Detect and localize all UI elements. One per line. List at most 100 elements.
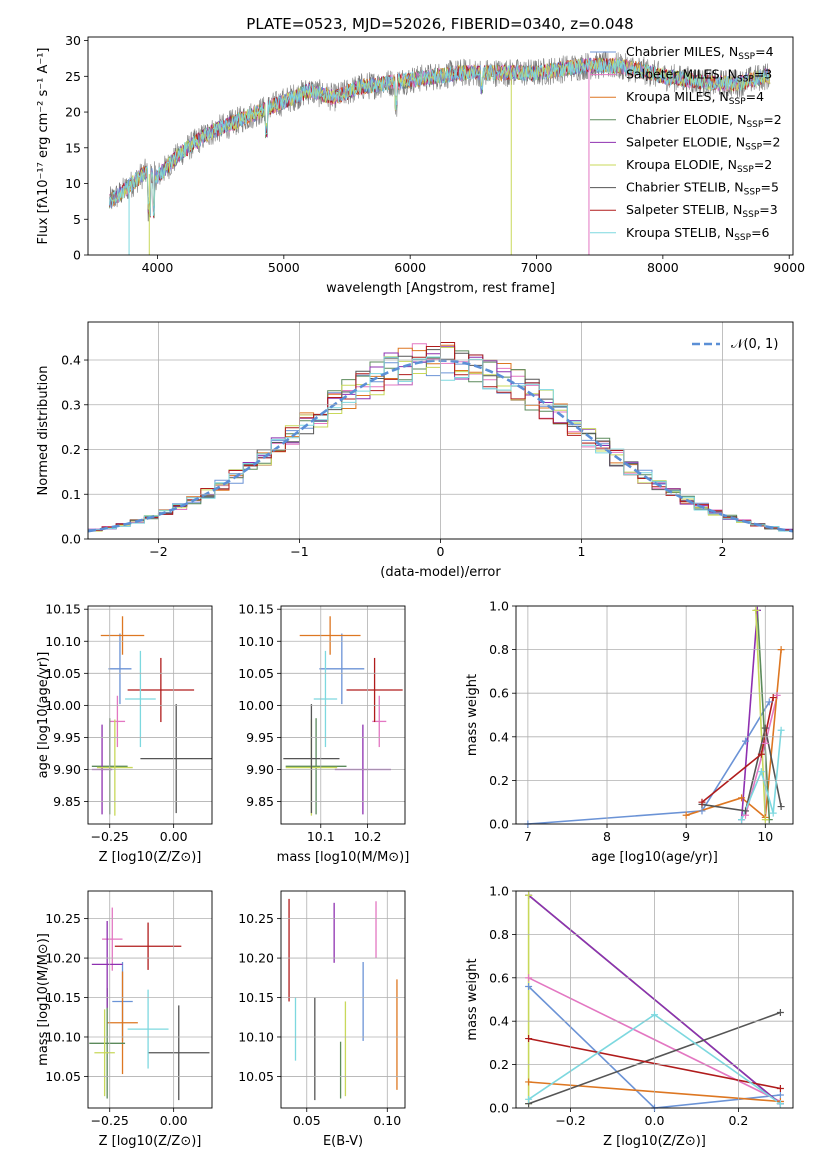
- legend-sub: SSP: [745, 142, 762, 152]
- x-tick-label: 6000: [394, 260, 426, 275]
- y-tick-label: 0.1: [61, 487, 81, 502]
- y-tick-label: 0.8: [489, 642, 509, 657]
- legend-suffix: =4: [746, 89, 764, 104]
- legend-text: Salpeter STELIB, N: [626, 202, 742, 217]
- weight-marker-8: [776, 1100, 784, 1108]
- y-tick-label: 10: [65, 176, 81, 191]
- y-tick-label: 9.90: [53, 762, 81, 777]
- legend-label-7: Salpeter STELIB, NSSP=3: [626, 202, 778, 220]
- legend-label-2: Kroupa MILES, NSSP=4: [626, 89, 764, 107]
- y-tick-label: 0.0: [489, 817, 509, 832]
- y-tick-label: 0.0: [61, 532, 81, 547]
- y-axis-label: age [log10(age/yr)]: [36, 652, 51, 779]
- weight-line-8: [740, 730, 782, 820]
- y-tick-label: 10.15: [238, 602, 274, 617]
- x-tick-label: 0.2: [728, 1113, 748, 1128]
- x-tick-label: −1: [290, 544, 308, 559]
- x-tick-label: −0.25: [91, 1113, 129, 1128]
- legend-suffix: =2: [762, 134, 780, 149]
- weight-marker-1: [773, 691, 781, 699]
- y-tick-label: 10.05: [45, 1069, 81, 1084]
- x-axis-label: wavelength [Angstrom, rest frame]: [326, 281, 555, 296]
- weight-line-5: [755, 610, 767, 820]
- y-tick-label: 10.05: [45, 666, 81, 681]
- y-tick-label: 25: [65, 69, 81, 84]
- chart-age-vs-mass: 10.1 10.2 9.85 9.90 9.95 10.00 10.05 10.10 10.15…: [238, 602, 409, 865]
- x-tick-label: −0.2: [555, 1113, 585, 1128]
- y-tick-label: 0: [73, 248, 81, 263]
- chart-mass-weight-vs-age: 7 8 9 10 0.0 0.2 0.4 0.6 0.8 1.0 age [log10(age/yr…: [465, 599, 794, 865]
- plot-area: [89, 907, 210, 1101]
- legend-sub: SSP: [742, 210, 759, 220]
- weight-marker-5: [525, 891, 533, 899]
- legend-label-0: Chabrier MILES, NSSP=4: [626, 44, 774, 62]
- legend-sub: SSP: [737, 165, 754, 175]
- y-tick-label: 9.95: [53, 730, 81, 745]
- weight-marker-6: [761, 724, 769, 732]
- weight-line-0: [527, 701, 770, 824]
- legend-text: Chabrier ELODIE, N: [626, 112, 746, 127]
- weight-marker-7: [698, 798, 706, 806]
- chart-mass-vs-z: −0.25 0.00 10.05 10.10 10.15 10.20 10.25 Z [log…: [36, 890, 213, 1149]
- weight-marker-8: [651, 1011, 658, 1019]
- x-tick-label: 0: [437, 544, 445, 559]
- y-tick-label: 0.6: [489, 686, 509, 701]
- weight-marker-5: [761, 816, 769, 824]
- plot-area: [527, 610, 782, 824]
- chart-age-vs-z: −0.25 0.00 9.85 9.90 9.95 10.00 10.05 10.10 10.1…: [36, 602, 213, 865]
- y-tick-label: 0.4: [489, 1014, 509, 1029]
- y-tick-label: 15: [65, 140, 81, 155]
- weight-marker-7: [525, 1035, 533, 1043]
- y-tick-label: 1.0: [489, 884, 509, 899]
- axes-frame: [515, 890, 794, 1109]
- chart-mass-weight-vs-z: −0.2 0.0 0.2 0.0 0.2 0.4 0.6 0.8 1.0 Z [log10(Z/Z…: [465, 884, 794, 1149]
- axes-frame: [87, 605, 213, 825]
- plot-area: [288, 898, 398, 1101]
- x-tick-label: 10: [757, 829, 773, 844]
- y-axis-label: mass weight: [465, 958, 480, 1040]
- chart-spectrum: 4000 5000 6000 7000 8000 9000 0 5 10 15 20 25 30 wave…: [36, 33, 805, 296]
- y-tick-label: 10.20: [238, 951, 274, 966]
- y-tick-label: 0.4: [61, 353, 81, 368]
- y-tick-label: 0.3: [61, 397, 81, 412]
- x-axis-label: E(B-V): [323, 1134, 363, 1149]
- y-axis-label: Flux [fλ10⁻¹⁷ erg cm⁻² s⁻¹ A⁻¹]: [36, 48, 51, 245]
- y-tick-label: 10.10: [45, 1029, 81, 1044]
- x-tick-label: 1: [578, 544, 586, 559]
- y-tick-label: 0.2: [489, 773, 509, 788]
- x-tick-label: −0.25: [91, 829, 129, 844]
- y-tick-label: 10.20: [45, 951, 81, 966]
- weight-marker-0: [776, 1091, 784, 1099]
- weight-line-4: [740, 610, 759, 820]
- x-tick-label: 7000: [521, 260, 553, 275]
- weight-marker-8: [757, 768, 765, 776]
- legend-label-8: Kroupa STELIB, NSSP=6: [626, 225, 770, 243]
- y-axis-label: mass [log10(M/M⊙)]: [36, 933, 51, 1066]
- weight-marker-8: [525, 1095, 533, 1103]
- x-tick-label: 9: [682, 829, 690, 844]
- weight-marker-2: [777, 646, 785, 654]
- y-tick-label: 0.0: [489, 1101, 509, 1116]
- legend-text: Salpeter MILES, N: [626, 67, 737, 82]
- y-tick-label: 30: [65, 33, 81, 48]
- legend-text: Kroupa STELIB, N: [626, 225, 734, 240]
- x-axis-label: Z [log10(Z/Z⊙)]: [99, 850, 202, 865]
- y-tick-label: 9.90: [246, 762, 274, 777]
- y-tick-label: 10.25: [238, 911, 274, 926]
- legend-text: Chabrier STELIB, N: [626, 180, 744, 195]
- y-tick-label: 10.15: [238, 990, 274, 1005]
- x-tick-label: −2: [149, 544, 167, 559]
- chart-mass-vs-ebv: 0.05 0.10 10.05 10.10 10.15 10.20 10.25 E(B-V): [238, 890, 406, 1149]
- legend-suffix: =3: [754, 67, 772, 82]
- legend-label-6: Chabrier STELIB, NSSP=5: [626, 180, 779, 198]
- weight-marker-7: [769, 694, 777, 702]
- legend-suffix: =6: [751, 225, 769, 240]
- weight-marker-0: [742, 737, 750, 745]
- y-tick-label: 9.85: [246, 794, 274, 809]
- weight-marker-8: [769, 809, 777, 817]
- legend-sub: SSP: [744, 188, 761, 198]
- weight-marker-0: [765, 698, 773, 706]
- legend-sub: SSP: [737, 75, 754, 85]
- x-tick-label: 0.00: [160, 1113, 188, 1128]
